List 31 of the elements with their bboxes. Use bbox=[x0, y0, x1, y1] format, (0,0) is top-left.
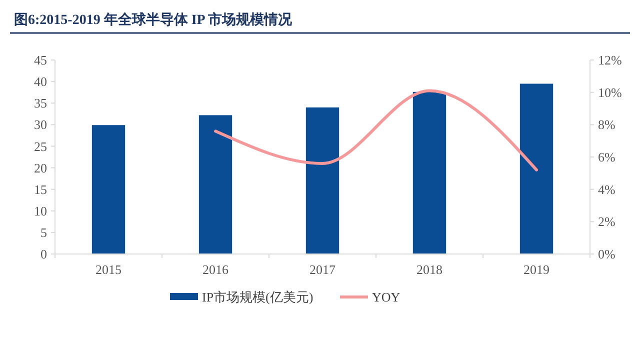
x-tick-label: 2018 bbox=[416, 262, 442, 277]
y2-tick-label: 6% bbox=[598, 150, 616, 165]
y2-tick-label: 10% bbox=[598, 84, 622, 100]
x-tick-label: 2019 bbox=[524, 262, 550, 277]
y-tick-label: 40 bbox=[34, 74, 47, 90]
legend-label: YOY bbox=[372, 290, 401, 305]
y-tick-label: 35 bbox=[34, 96, 47, 111]
y2-tick-label: 4% bbox=[598, 182, 616, 197]
line-series bbox=[214, 89, 538, 172]
y-tick-label: 25 bbox=[34, 138, 47, 154]
y2-tick-label: 12% bbox=[598, 52, 622, 68]
y-tick-label: 20 bbox=[34, 160, 47, 176]
y-tick-label: 10 bbox=[34, 203, 47, 218]
x-tick-label: 2017 bbox=[310, 262, 336, 277]
bar bbox=[92, 125, 126, 254]
y2-tick-label: 8% bbox=[598, 117, 616, 132]
x-tick-label: 2015 bbox=[96, 262, 122, 277]
bar bbox=[306, 107, 340, 254]
y2-tick-label: 0% bbox=[598, 246, 616, 262]
bar bbox=[520, 84, 554, 254]
bar bbox=[198, 115, 232, 254]
x-tick-label: 2016 bbox=[202, 262, 229, 277]
chart-title: 图6:2015-2019 年全球半导体 IP 市场规模情况 bbox=[14, 11, 294, 28]
bar bbox=[412, 92, 446, 254]
y2-tick-label: 2% bbox=[598, 214, 616, 230]
legend-label: IP市场规模(亿美元) bbox=[202, 290, 314, 305]
y-tick-label: 45 bbox=[34, 52, 47, 68]
y-tick-label: 5 bbox=[40, 224, 47, 240]
y-tick-label: 30 bbox=[34, 117, 47, 132]
y-tick-label: 0 bbox=[40, 246, 47, 262]
y-tick-label: 15 bbox=[34, 182, 47, 197]
